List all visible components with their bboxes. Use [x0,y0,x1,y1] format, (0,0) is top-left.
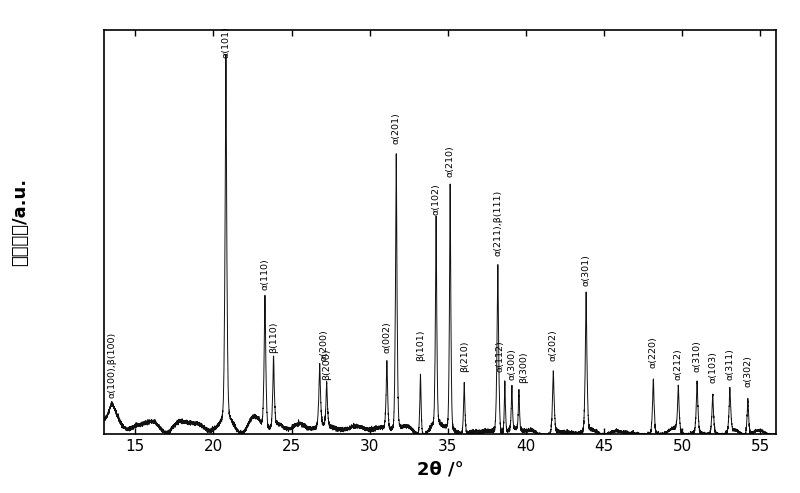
X-axis label: 2θ /°: 2θ /° [417,460,463,479]
Text: α(103): α(103) [708,352,718,384]
Text: α(211),β(111): α(211),β(111) [494,190,502,256]
Text: α(100),β(100): α(100),β(100) [107,332,116,398]
Text: α(202): α(202) [549,329,558,361]
Text: α(311): α(311) [726,348,734,380]
Text: 相对强度/a.u.: 相对强度/a.u. [11,178,29,266]
Text: β(210): β(210) [460,341,469,372]
Text: α(002): α(002) [382,321,391,353]
Text: β(200): β(200) [322,348,331,380]
Text: α(302): α(302) [743,355,752,387]
Text: α(201): α(201) [392,112,401,144]
Text: β(300): β(300) [519,352,528,384]
Text: α(301): α(301) [582,254,590,286]
Text: α(310): α(310) [693,340,702,372]
Text: α(101): α(101) [222,26,230,58]
Text: β(101): β(101) [416,329,425,361]
Text: α(300): α(300) [507,348,516,380]
Text: α(200): α(200) [320,329,329,361]
Text: α(212): α(212) [674,348,683,380]
Text: α(220): α(220) [649,337,658,368]
Text: α(210): α(210) [446,146,454,177]
Text: β(110): β(110) [269,322,278,353]
Text: α(112): α(112) [496,340,505,372]
Text: α(110): α(110) [261,258,270,290]
Text: α(102): α(102) [431,183,441,215]
